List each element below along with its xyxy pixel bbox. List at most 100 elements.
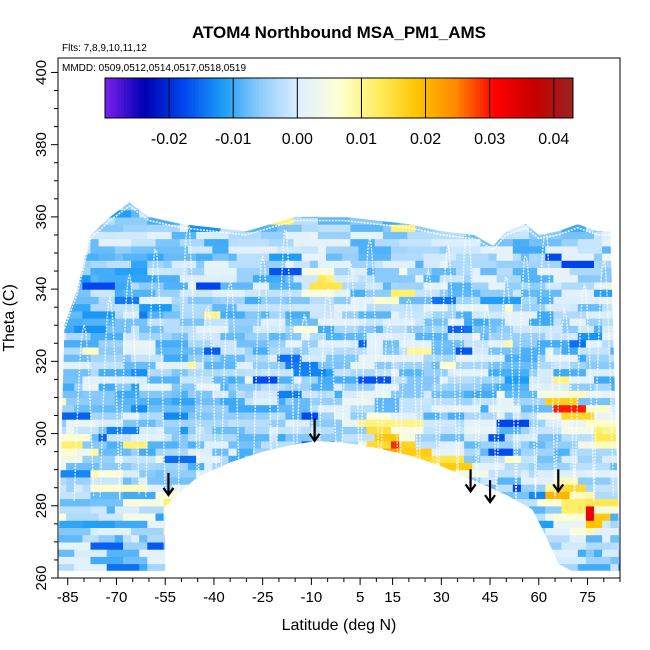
heatmap-cell xyxy=(334,274,360,283)
colorbar-swatch xyxy=(121,78,125,118)
colorbar-swatch xyxy=(111,78,116,118)
heatmap-cell xyxy=(98,534,116,543)
heatmap-cell xyxy=(334,202,368,211)
heatmap-cell xyxy=(139,310,148,319)
heatmap-cell xyxy=(131,325,140,333)
heatmap-cell xyxy=(407,267,433,276)
heatmap-cell xyxy=(155,274,181,283)
heatmap-cell xyxy=(114,520,148,528)
heatmap-cell xyxy=(293,397,311,406)
heatmap-cell xyxy=(366,462,400,471)
heatmap-cell xyxy=(610,571,619,579)
heatmap-cell xyxy=(58,491,92,500)
colorbar-tick-label: -0.01 xyxy=(215,131,252,148)
heatmap-cell xyxy=(553,556,587,565)
heatmap-cell xyxy=(464,571,497,579)
heatmap-cell xyxy=(439,289,449,297)
heatmap-cell xyxy=(399,296,433,305)
heatmap-cell xyxy=(577,563,611,571)
heatmap-cell xyxy=(139,411,165,420)
heatmap-cell xyxy=(602,267,619,276)
heatmap-cell xyxy=(455,527,473,536)
heatmap-cell xyxy=(82,520,116,528)
heatmap-cell xyxy=(342,383,376,391)
heatmap-cell xyxy=(285,231,311,240)
heatmap-cell xyxy=(301,541,335,550)
colorbar-swatch xyxy=(220,78,225,118)
heatmap-cell xyxy=(309,346,335,355)
heatmap-cell xyxy=(220,368,246,377)
heatmap-cell xyxy=(439,513,457,521)
heatmap-cell xyxy=(447,332,473,341)
heatmap-cell xyxy=(123,571,156,579)
heatmap-cell xyxy=(58,260,67,268)
heatmap-cell xyxy=(171,520,181,528)
heatmap-cell xyxy=(187,361,197,370)
heatmap-cell xyxy=(569,318,587,326)
colorbar-swatch xyxy=(537,78,542,118)
colorbar-swatch xyxy=(505,78,510,118)
heatmap-cell xyxy=(520,541,538,550)
heatmap-cell xyxy=(610,404,620,413)
heatmap-cell xyxy=(577,448,595,456)
heatmap-cell xyxy=(529,491,546,500)
heatmap-cell xyxy=(423,476,433,485)
heatmap-cell xyxy=(269,563,286,571)
heatmap-cell xyxy=(212,571,245,579)
colorbar-swatch xyxy=(547,78,552,118)
colorbar-swatch xyxy=(105,78,109,118)
heatmap-cell xyxy=(391,274,416,283)
heatmap-cell xyxy=(244,411,270,420)
heatmap-cell xyxy=(431,455,465,463)
heatmap-cell xyxy=(610,541,620,550)
heatmap-cell xyxy=(139,426,156,435)
heatmap-cell xyxy=(447,404,481,413)
heatmap-cell xyxy=(179,375,213,384)
arrow-markers xyxy=(162,418,565,505)
heatmap-cell xyxy=(204,563,213,571)
flight-trace xyxy=(359,236,381,501)
heatmap-cell xyxy=(139,469,156,478)
heatmap-cell xyxy=(561,281,595,290)
heatmap-cell xyxy=(529,238,563,247)
heatmap-cell xyxy=(114,375,148,384)
heatmap-cell xyxy=(374,433,400,442)
heatmap-cell xyxy=(374,476,384,485)
heatmap-cell xyxy=(309,296,335,305)
heatmap-cell xyxy=(58,231,83,240)
heatmap-cell xyxy=(106,440,124,449)
heatmap-cell xyxy=(293,375,303,384)
heatmap-cell xyxy=(472,274,498,283)
heatmap-cell xyxy=(545,325,554,333)
heatmap-cell xyxy=(293,202,327,203)
heatmap-cell xyxy=(399,505,416,514)
heatmap-cell xyxy=(277,310,286,319)
heatmap-cell xyxy=(196,419,230,427)
heatmap-cell xyxy=(261,253,270,261)
heatmap-cell xyxy=(520,346,546,355)
heatmap-cell xyxy=(553,448,571,456)
heatmap-cell xyxy=(366,484,400,492)
heatmap-cell xyxy=(244,289,262,297)
colorbar-swatch xyxy=(364,78,369,118)
heatmap-cell xyxy=(58,289,92,297)
heatmap-cell xyxy=(496,527,522,536)
heatmap-cell xyxy=(90,289,116,297)
heatmap-cell xyxy=(415,433,441,442)
heatmap-cell xyxy=(472,520,489,528)
heatmap-cell xyxy=(309,397,343,406)
heatmap-cell xyxy=(407,571,432,579)
heatmap-cell xyxy=(472,513,506,521)
heatmap-cell xyxy=(212,426,246,435)
heatmap-cell xyxy=(228,498,246,507)
heatmap-cell xyxy=(244,563,262,571)
colorbar-swatch xyxy=(403,78,407,118)
heatmap-cell xyxy=(350,520,360,528)
heatmap-cell xyxy=(147,484,165,492)
heatmap-cell xyxy=(228,549,262,557)
heatmap-cell xyxy=(496,498,514,507)
heatmap-cell xyxy=(602,534,611,543)
chart-title: ATOM4 Northbound MSA_PM1_AMS xyxy=(192,23,486,42)
heatmap-cell xyxy=(391,281,400,290)
colorbar-swatch xyxy=(383,78,388,118)
